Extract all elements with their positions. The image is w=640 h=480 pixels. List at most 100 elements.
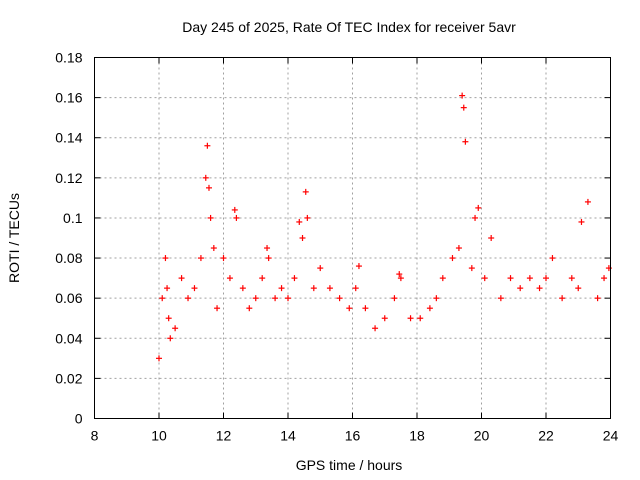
grid — [94, 57, 611, 419]
data-point — [207, 214, 214, 221]
data-point — [449, 255, 456, 262]
data-point — [167, 335, 174, 342]
data-point — [252, 295, 259, 302]
data-point — [226, 275, 233, 282]
y-tick-label: 0.14 — [55, 130, 82, 146]
data-point — [459, 92, 466, 99]
data-point — [204, 142, 211, 149]
y-tick-label: 0.1 — [63, 210, 83, 226]
y-axis-label: ROTI / TECUs — [6, 193, 22, 283]
x-tick-label: 12 — [216, 428, 232, 444]
data-point — [578, 218, 585, 225]
data-point — [191, 285, 198, 292]
data-point — [536, 285, 543, 292]
data-point — [472, 214, 479, 221]
data-point — [336, 295, 343, 302]
y-tick-label: 0.12 — [55, 170, 82, 186]
data-point — [543, 275, 549, 282]
data-point — [205, 184, 212, 191]
data-point — [397, 275, 404, 282]
y-tick-label: 0.04 — [55, 330, 82, 346]
y-tick-label: 0 — [75, 411, 83, 427]
data-point — [391, 295, 398, 302]
x-axis-label: GPS time / hours — [296, 457, 403, 473]
data-point — [220, 255, 227, 262]
x-tick-label: 22 — [538, 428, 554, 444]
data-point — [346, 305, 353, 312]
data-point — [439, 275, 446, 282]
data-point — [304, 214, 311, 221]
data-point — [426, 305, 433, 312]
x-tick-label: 10 — [151, 428, 167, 444]
data-point — [417, 315, 424, 322]
data-point — [568, 275, 575, 282]
data-point — [214, 305, 221, 312]
data-point — [468, 265, 475, 272]
data-point — [302, 188, 309, 195]
data-point — [355, 263, 362, 270]
data-point — [352, 285, 359, 292]
data-point — [272, 295, 279, 302]
data-point — [159, 295, 166, 302]
x-tick-label: 24 — [603, 428, 619, 444]
data-point — [575, 285, 582, 292]
y-tick-label: 0.02 — [55, 370, 82, 386]
data-point — [372, 325, 379, 332]
data-point — [178, 275, 185, 282]
data-point — [310, 285, 317, 292]
data-point — [210, 245, 217, 252]
x-tick-label: 14 — [280, 428, 296, 444]
data-point — [285, 295, 291, 302]
x-tick-label: 20 — [474, 428, 490, 444]
data-point — [202, 174, 209, 181]
axis-ticks: 8 10 12 14 16 18 20 22 24 0 0.02 0.04 0.06 0.08 0.1 0.1… — [55, 50, 618, 444]
data-point — [433, 295, 440, 302]
data-point — [381, 315, 388, 322]
data-point — [362, 305, 369, 312]
data-point — [299, 235, 306, 241]
data-point — [317, 265, 324, 272]
data-point — [278, 285, 285, 292]
data-point — [462, 138, 469, 145]
data-point — [239, 285, 246, 292]
x-tick-label: 18 — [409, 428, 425, 444]
x-tick-label: 8 — [91, 428, 99, 444]
data-point — [291, 275, 298, 282]
data-point — [197, 255, 204, 262]
data-point — [517, 285, 524, 292]
y-tick-label: 0.08 — [55, 250, 82, 266]
data-point — [594, 295, 601, 302]
data-point — [172, 325, 179, 332]
y-tick-label: 0.18 — [55, 50, 82, 66]
data-point — [231, 206, 238, 213]
x-tick-label: 16 — [345, 428, 361, 444]
data-point — [233, 214, 240, 221]
data-point — [396, 271, 403, 278]
data-point — [584, 198, 591, 205]
data-point — [559, 295, 566, 302]
data-point — [526, 275, 533, 282]
y-tick-label: 0.06 — [55, 290, 82, 306]
data-point — [326, 285, 333, 292]
data-point — [475, 204, 482, 211]
data-point — [246, 305, 253, 312]
data-point — [165, 315, 172, 322]
data-point — [488, 235, 495, 241]
data-point — [455, 245, 462, 252]
y-tick-label: 0.16 — [55, 90, 82, 106]
data-point — [162, 255, 169, 262]
data-point — [507, 275, 514, 282]
data-point — [264, 245, 271, 252]
data-point — [549, 255, 556, 262]
data-point — [407, 315, 414, 322]
data-point — [601, 275, 608, 282]
chart-title: Day 245 of 2025, Rate Of TEC Index for r… — [182, 19, 516, 35]
data-points — [156, 92, 612, 362]
data-point — [164, 285, 171, 292]
data-point — [460, 104, 467, 111]
data-point — [497, 295, 504, 302]
data-point — [156, 355, 162, 362]
data-point — [185, 295, 192, 302]
data-point — [481, 275, 488, 282]
